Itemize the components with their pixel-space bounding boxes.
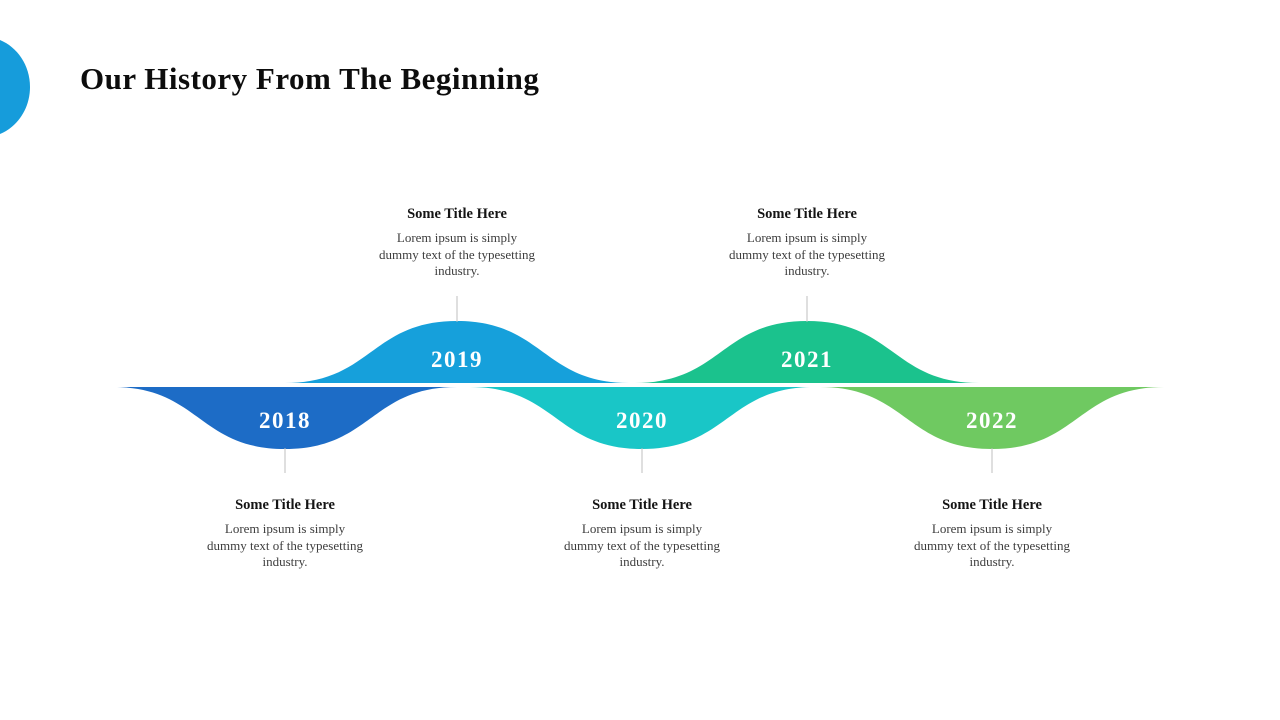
milestone-text-block-2022: Some Title Here Lorem ipsum is simply du… (882, 497, 1102, 571)
milestone-description-line: dummy text of the typesetting (914, 537, 1070, 553)
year-label-2018: 2018 (259, 408, 311, 433)
milestone-text-block-2018: Some Title Here Lorem ipsum is simply du… (175, 497, 395, 571)
year-label-2022: 2022 (966, 408, 1018, 433)
milestone-description-line: industry. (262, 554, 308, 569)
milestone-title: Some Title Here (235, 497, 335, 513)
year-label-2021: 2021 (781, 347, 833, 372)
milestone-description-line: dummy text of the typesetting (729, 246, 885, 262)
wave-shape-2018 (113, 387, 457, 449)
milestone-description-line: industry. (784, 263, 830, 278)
milestone-description-line: Lorem ipsum is simply (224, 521, 346, 536)
wave-shape-2019 (285, 321, 629, 383)
milestone-title: Some Title Here (942, 497, 1042, 513)
milestone-description-line: industry. (969, 554, 1015, 569)
slide-title: Our History From The Beginning (80, 61, 540, 96)
milestone-description-line: Lorem ipsum is simply (396, 230, 518, 245)
milestone-description-line: Lorem ipsum is simply (931, 521, 1053, 536)
milestone-description-line: industry. (434, 263, 480, 278)
milestone-description-line: dummy text of the typesetting (207, 537, 363, 553)
year-label-2020: 2020 (616, 408, 668, 433)
milestone-text-block-2019: Some Title Here Lorem ipsum is simply du… (347, 206, 567, 280)
corner-accent-shape (0, 40, 30, 134)
year-label-2019: 2019 (431, 347, 483, 372)
wave-shape-2022 (820, 387, 1164, 449)
milestone-description-line: Lorem ipsum is simply (746, 230, 868, 245)
milestone-description-line: dummy text of the typesetting (564, 537, 720, 553)
milestone-title: Some Title Here (407, 206, 507, 222)
milestone-title: Some Title Here (757, 206, 857, 222)
wave-shape-2021 (635, 321, 979, 383)
milestone-description-line: industry. (619, 554, 665, 569)
milestone-text-block-2021: Some Title Here Lorem ipsum is simply du… (697, 206, 917, 280)
milestone-title: Some Title Here (592, 497, 692, 513)
wave-shape-2020 (470, 387, 814, 449)
milestone-description-line: dummy text of the typesetting (379, 246, 535, 262)
milestone-text-block-2020: Some Title Here Lorem ipsum is simply du… (532, 497, 752, 571)
milestone-description-line: Lorem ipsum is simply (581, 521, 703, 536)
